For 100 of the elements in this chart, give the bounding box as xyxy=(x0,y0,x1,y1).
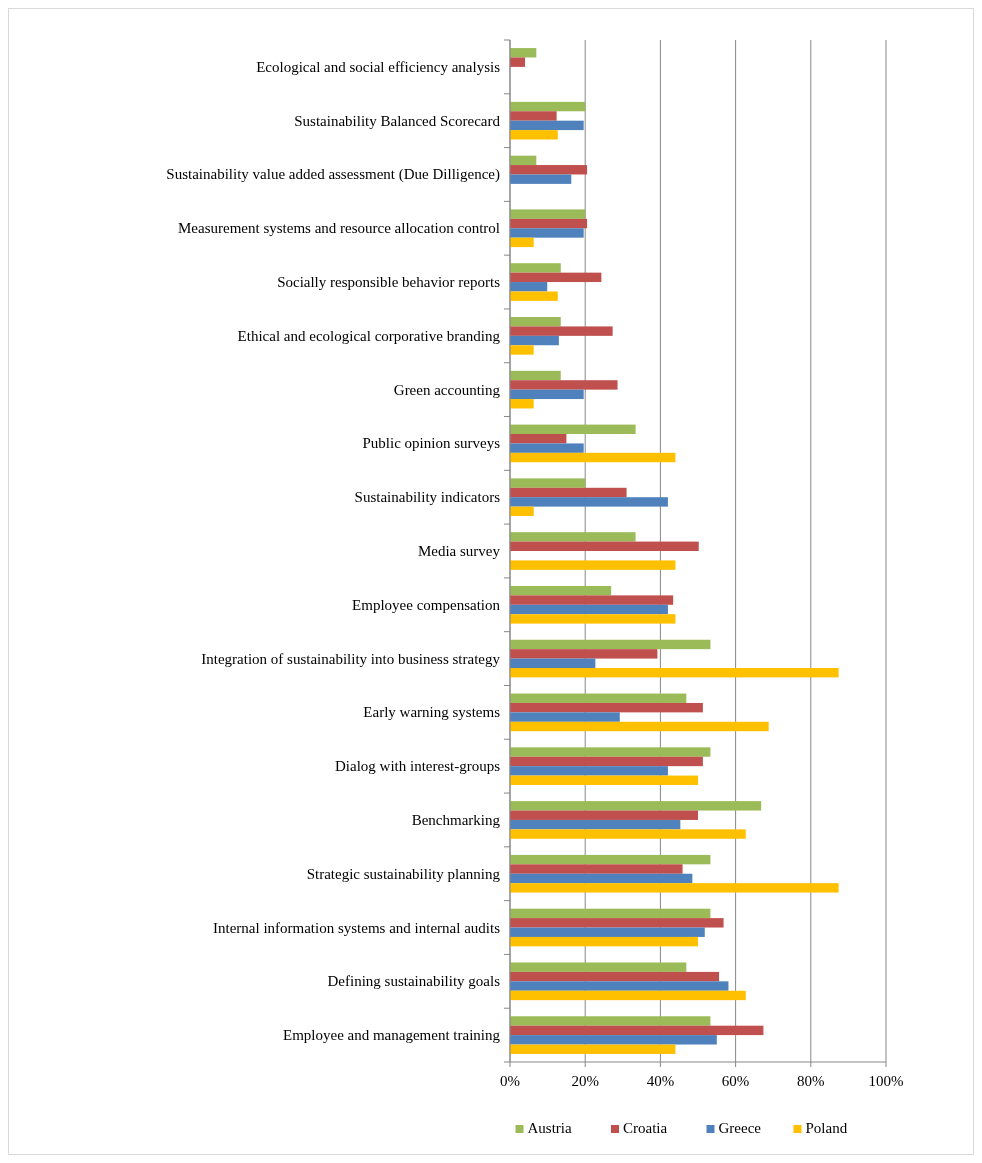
bar xyxy=(510,263,561,273)
bar xyxy=(510,721,769,732)
bar xyxy=(510,810,698,820)
bar xyxy=(510,209,586,219)
bar xyxy=(510,883,839,893)
x-tick-label: 0% xyxy=(500,1073,520,1089)
bar xyxy=(510,1025,764,1036)
bar xyxy=(510,237,534,248)
legend-label: Poland xyxy=(805,1120,848,1136)
bar xyxy=(510,120,584,131)
legend-label: Austria xyxy=(527,1120,572,1136)
y-tick-label: Ethical and ecological corporative branding xyxy=(237,327,501,344)
bar xyxy=(510,57,526,67)
bar xyxy=(510,282,548,292)
legend-label: Croatia xyxy=(623,1120,668,1136)
bar xyxy=(510,702,703,713)
bar xyxy=(510,766,668,776)
bar xyxy=(510,48,537,58)
bar xyxy=(510,380,618,390)
bar xyxy=(510,174,572,184)
bar xyxy=(510,165,588,175)
bar xyxy=(510,345,534,355)
y-tick-label: Employee compensation xyxy=(352,596,501,613)
bar xyxy=(510,560,676,570)
x-tick-label: 100% xyxy=(868,1073,904,1089)
bar xyxy=(510,962,687,972)
bar xyxy=(510,218,588,229)
y-tick-label: Internal information systems and internal audits xyxy=(212,919,501,936)
bar xyxy=(510,452,676,463)
y-tick-label: Early warning systems xyxy=(363,704,501,721)
bar xyxy=(510,228,584,238)
bar xyxy=(510,775,698,785)
x-tick-label: 20% xyxy=(571,1073,599,1089)
bar xyxy=(510,1016,711,1026)
bar xyxy=(510,829,746,839)
bar xyxy=(510,693,687,703)
bar xyxy=(510,649,658,659)
bar xyxy=(510,819,681,830)
bar xyxy=(510,532,636,542)
bar xyxy=(510,801,762,811)
y-tick-label: Green accounting xyxy=(393,381,501,398)
y-tick-label: Benchmarking xyxy=(411,811,501,828)
bar xyxy=(510,1035,717,1045)
y-tick-label: Measurement systems and resource allocation control xyxy=(178,220,500,237)
bar xyxy=(510,434,567,444)
bar xyxy=(510,487,627,498)
y-tick-label: Strategic sustainability planning xyxy=(306,865,501,882)
x-tick-label: 80% xyxy=(797,1073,825,1089)
y-tick-label: Employee and management training xyxy=(282,1027,501,1044)
bar xyxy=(510,497,668,507)
bar xyxy=(510,326,613,336)
bar xyxy=(510,370,561,381)
x-tick-label: 60% xyxy=(721,1073,750,1089)
y-tick-label: Defining sustainability goals xyxy=(327,973,501,990)
bar xyxy=(510,585,612,596)
bar xyxy=(510,101,586,112)
bar xyxy=(510,712,620,722)
bar xyxy=(510,854,711,865)
bar xyxy=(510,927,705,937)
bar xyxy=(510,981,729,991)
bar xyxy=(510,756,703,767)
bar xyxy=(510,971,720,982)
bar xyxy=(510,155,537,166)
bar xyxy=(510,990,746,1001)
y-tick-label: Socially responsible behavior reports xyxy=(277,274,501,291)
bar xyxy=(510,936,698,947)
bar xyxy=(510,658,596,668)
bar xyxy=(510,399,534,409)
y-tick-label: Public opinion surveys xyxy=(362,435,501,452)
bar xyxy=(510,111,557,121)
bar xyxy=(510,864,683,874)
y-tick-label: Ecological and social efficiency analysis xyxy=(256,58,501,75)
bar xyxy=(510,424,636,435)
bar xyxy=(510,443,584,453)
x-tick-label: 40% xyxy=(646,1073,675,1089)
bar xyxy=(510,130,558,140)
bar xyxy=(510,291,558,301)
bar xyxy=(510,614,676,624)
legend-label: Greece xyxy=(718,1120,762,1136)
bar xyxy=(510,506,534,517)
bar xyxy=(510,747,711,757)
y-tick-label: Media survey xyxy=(417,543,501,559)
y-tick-label: Dialog with interest-groups xyxy=(335,758,501,775)
bar xyxy=(510,335,559,346)
bar xyxy=(510,918,724,928)
y-tick-label: Sustainability value added assessment (Due Dilligence) xyxy=(166,166,500,184)
bar xyxy=(510,908,711,919)
bar xyxy=(510,667,839,678)
bar xyxy=(510,478,586,488)
bar xyxy=(510,1044,676,1054)
bar xyxy=(510,595,674,605)
bar xyxy=(510,317,561,327)
bar xyxy=(510,389,584,400)
bar xyxy=(510,272,602,283)
y-tick-label: Sustainability indicators xyxy=(354,489,501,506)
bar xyxy=(510,604,668,615)
y-tick-label: Integration of sustainability into business strategy xyxy=(201,650,501,667)
bar xyxy=(510,873,693,884)
bar xyxy=(510,639,711,650)
bar xyxy=(510,541,699,551)
